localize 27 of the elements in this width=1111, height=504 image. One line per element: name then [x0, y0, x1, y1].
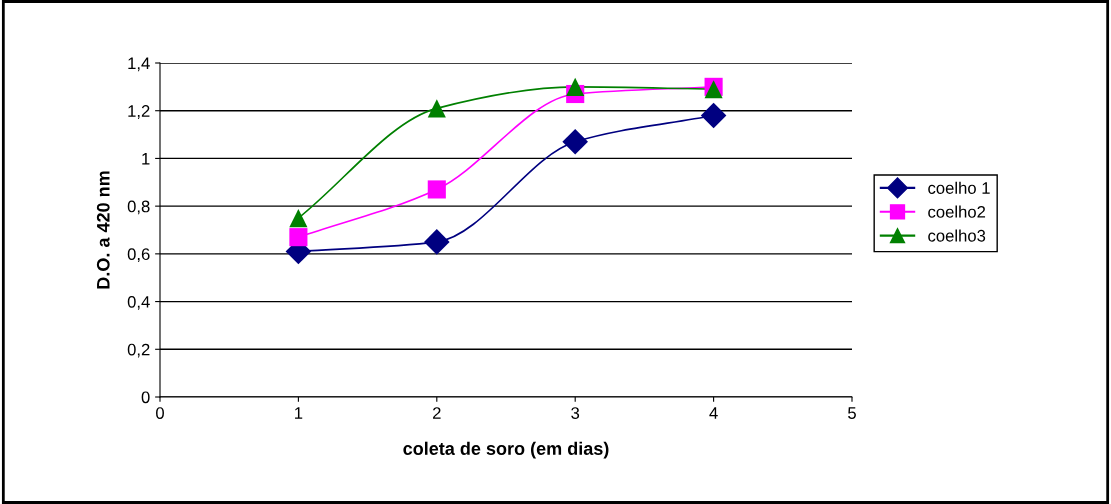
- x-tick-label: 0: [156, 407, 164, 419]
- point: [289, 228, 308, 247]
- legend-label: coelho3: [928, 229, 986, 242]
- point: [427, 180, 446, 199]
- y-axis-title: D.O. a 420 nm: [96, 171, 110, 289]
- x-tick-label: 2: [433, 407, 441, 419]
- y-tick-label: 1: [142, 153, 150, 165]
- y-tick-label: 0,6: [127, 248, 150, 263]
- y-tick-label: 1,2: [128, 105, 150, 119]
- point: [700, 102, 727, 129]
- x-tick-label: 5: [848, 407, 856, 419]
- y-tick-label: 0,2: [127, 343, 150, 358]
- x-axis-title: coleta de soro (em dias): [403, 441, 609, 459]
- y-tick-label: 0: [141, 391, 150, 404]
- point: [424, 229, 450, 255]
- point: [562, 128, 588, 155]
- x-tick-label: 4: [709, 407, 718, 419]
- point: [427, 99, 446, 118]
- legend-label: coelho2: [928, 205, 986, 218]
- legend-label: coelho 1: [928, 181, 990, 194]
- y-tick-label: 0,4: [127, 295, 150, 310]
- x-tick-label: 3: [571, 407, 580, 419]
- y-tick-label: 1,4: [128, 57, 150, 72]
- point: [289, 209, 308, 228]
- point: [566, 77, 585, 96]
- y-tick-label: 0,8: [127, 200, 150, 215]
- x-tick-label: 1: [295, 407, 303, 419]
